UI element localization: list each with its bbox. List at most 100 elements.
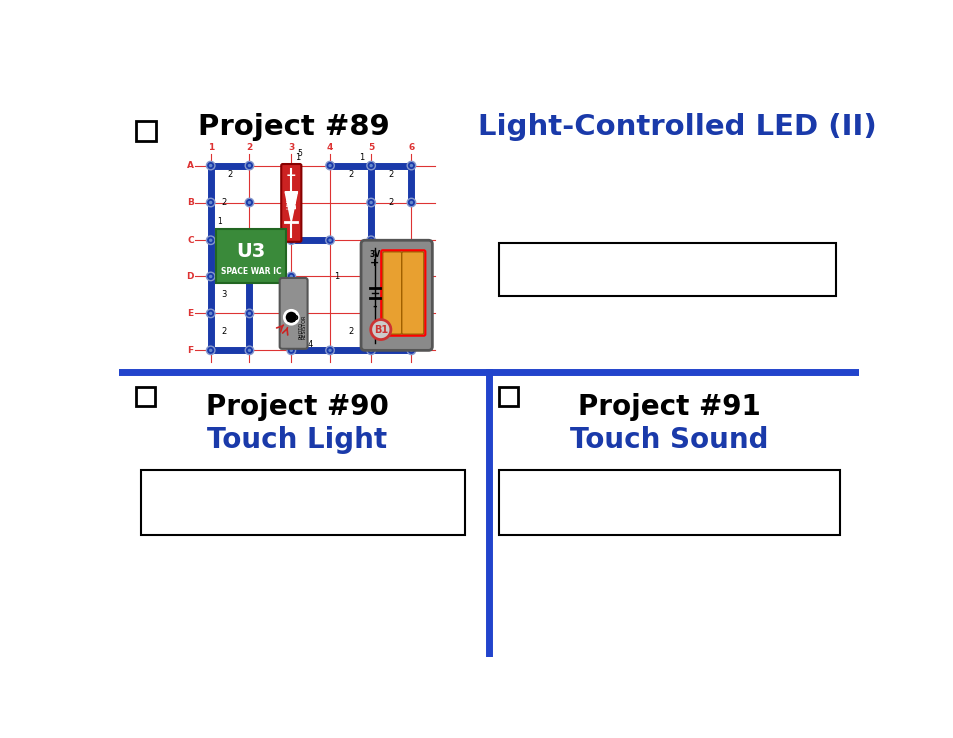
Text: Project #89: Project #89: [197, 113, 389, 141]
Circle shape: [245, 346, 253, 354]
Circle shape: [287, 346, 295, 354]
Circle shape: [325, 162, 334, 170]
FancyBboxPatch shape: [401, 252, 423, 334]
Text: 1: 1: [217, 218, 222, 227]
Circle shape: [209, 348, 213, 352]
Circle shape: [209, 201, 213, 204]
Circle shape: [409, 348, 413, 352]
Circle shape: [290, 348, 293, 352]
Text: B1: B1: [374, 325, 388, 334]
Circle shape: [209, 275, 213, 278]
Circle shape: [290, 275, 293, 278]
Text: D1: D1: [289, 197, 297, 209]
Polygon shape: [285, 192, 297, 221]
Circle shape: [206, 162, 214, 170]
Bar: [141, 469, 464, 535]
Circle shape: [206, 309, 214, 317]
Circle shape: [328, 238, 332, 242]
Text: 2: 2: [388, 198, 394, 207]
Bar: [498, 243, 835, 297]
Text: 1: 1: [294, 154, 300, 162]
Circle shape: [409, 201, 413, 204]
Circle shape: [369, 348, 373, 352]
Text: Light-Controlled LED (II): Light-Controlled LED (II): [477, 113, 876, 141]
Text: F: F: [188, 346, 193, 355]
Text: 7: 7: [388, 254, 394, 263]
Circle shape: [328, 348, 332, 352]
Text: 2: 2: [221, 198, 226, 207]
Circle shape: [287, 309, 295, 317]
Circle shape: [367, 162, 375, 170]
Text: D: D: [186, 272, 193, 281]
Circle shape: [206, 199, 214, 207]
Text: +: +: [286, 170, 296, 182]
Circle shape: [209, 164, 213, 168]
Circle shape: [245, 272, 253, 280]
Text: Project #90: Project #90: [206, 393, 389, 421]
Circle shape: [248, 348, 251, 352]
Circle shape: [290, 311, 293, 315]
Circle shape: [245, 162, 253, 170]
FancyBboxPatch shape: [382, 252, 401, 334]
Text: 3: 3: [288, 142, 294, 152]
Circle shape: [328, 164, 332, 168]
Text: 3: 3: [221, 254, 226, 263]
Circle shape: [209, 238, 213, 242]
Circle shape: [367, 199, 375, 207]
Bar: [136, 387, 154, 406]
Circle shape: [245, 199, 253, 207]
Text: U3: U3: [236, 241, 265, 261]
Circle shape: [245, 309, 253, 317]
Text: 2: 2: [388, 170, 394, 179]
Circle shape: [325, 346, 334, 354]
FancyBboxPatch shape: [281, 164, 301, 242]
FancyBboxPatch shape: [360, 241, 432, 351]
Text: RESISTOR: RESISTOR: [301, 314, 306, 339]
Text: RP: RP: [286, 315, 298, 324]
Circle shape: [248, 311, 251, 315]
Circle shape: [369, 311, 373, 315]
Circle shape: [287, 236, 295, 244]
Circle shape: [369, 238, 373, 242]
Text: 4: 4: [308, 339, 313, 348]
Text: 1: 1: [334, 272, 338, 281]
Circle shape: [248, 275, 251, 278]
Text: E: E: [188, 309, 193, 318]
Circle shape: [367, 236, 375, 244]
Text: 2: 2: [227, 170, 233, 179]
Text: 3: 3: [221, 291, 226, 300]
Circle shape: [287, 272, 295, 280]
Circle shape: [206, 346, 214, 354]
Circle shape: [325, 236, 334, 244]
Circle shape: [369, 164, 373, 168]
Circle shape: [209, 311, 213, 315]
Bar: [216, 229, 286, 283]
Text: 6: 6: [408, 142, 415, 152]
Circle shape: [407, 346, 416, 354]
Text: 1: 1: [208, 142, 213, 152]
Circle shape: [367, 346, 375, 354]
Text: 5: 5: [368, 142, 374, 152]
Text: A: A: [187, 161, 193, 170]
Text: PHOTO: PHOTO: [298, 322, 304, 339]
Text: 5: 5: [297, 149, 302, 158]
Text: 2: 2: [221, 328, 226, 337]
Circle shape: [407, 199, 416, 207]
Circle shape: [206, 272, 214, 280]
Text: -: -: [373, 302, 377, 312]
Circle shape: [407, 162, 416, 170]
Text: Touch Sound: Touch Sound: [570, 426, 768, 454]
Text: 2: 2: [348, 170, 353, 179]
FancyBboxPatch shape: [279, 278, 307, 349]
Text: SPACE WAR IC: SPACE WAR IC: [220, 267, 281, 277]
Bar: [498, 387, 517, 406]
Bar: [498, 469, 840, 535]
Text: 4: 4: [327, 142, 333, 152]
Text: Touch Light: Touch Light: [207, 426, 387, 454]
Circle shape: [248, 164, 251, 168]
Circle shape: [367, 309, 375, 317]
Bar: [136, 121, 156, 141]
Text: C: C: [187, 235, 193, 245]
Text: Project #91: Project #91: [578, 393, 760, 421]
Text: LED: LED: [286, 197, 292, 209]
